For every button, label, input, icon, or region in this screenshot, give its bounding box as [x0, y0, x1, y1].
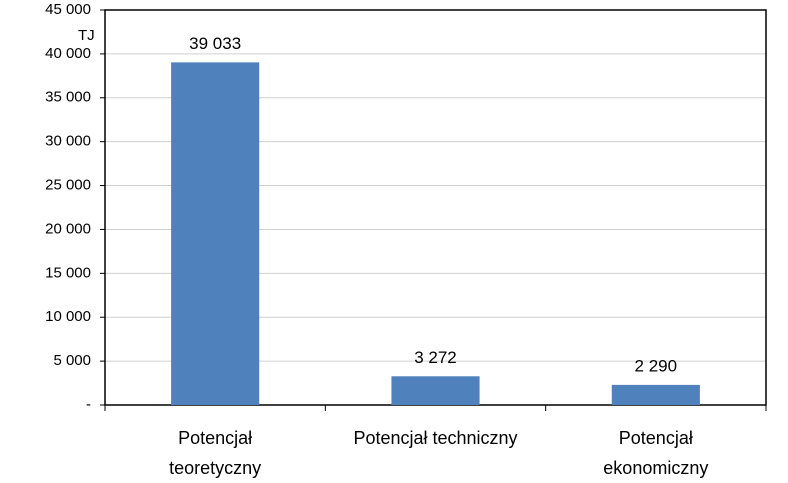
x-tick-label: Potencjał teoretyczny	[169, 428, 262, 478]
value-label: 39 033	[189, 34, 241, 53]
y-tick-label: 30 000	[45, 133, 91, 150]
bar	[611, 384, 700, 405]
value-label: 2 290	[635, 356, 678, 375]
y-tick-label: 45 000	[45, 1, 91, 18]
y-tick-label: 35 000	[45, 89, 91, 106]
y-tick-label: 5 000	[53, 352, 91, 369]
y-tick-label: -	[86, 396, 91, 413]
y-tick-label: 40 000	[45, 45, 91, 62]
value-label: 3 272	[414, 348, 457, 367]
bar	[391, 376, 480, 405]
y-unit: TJ	[78, 27, 95, 44]
y-tick-label: 20 000	[45, 220, 91, 237]
y-tick-label: 25 000	[45, 177, 91, 194]
x-tick-label: Potencjał techniczny	[353, 428, 518, 448]
bar	[171, 62, 260, 405]
y-tick-label: 15 000	[45, 264, 91, 281]
x-tick-label: Potencjał ekonomiczny	[603, 428, 709, 478]
y-tick-label: 10 000	[45, 308, 91, 325]
